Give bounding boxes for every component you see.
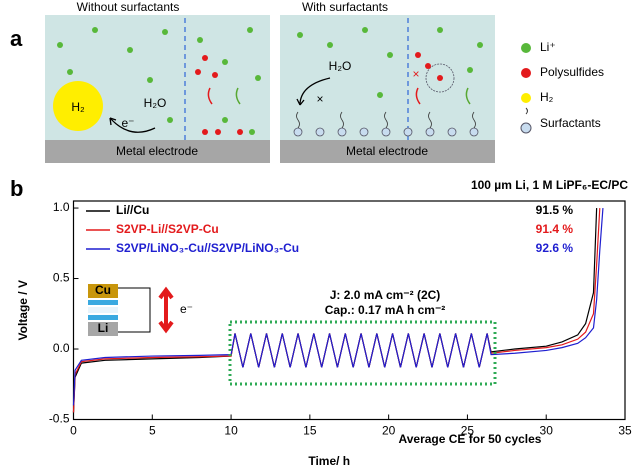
y-tick-label: 1.0 bbox=[53, 200, 70, 214]
left-cell: H₂ e⁻ H₂O Metal electrode bbox=[45, 15, 270, 163]
x-tick-label: 10 bbox=[224, 424, 238, 438]
micelle-core bbox=[437, 75, 443, 81]
x-tick-label: 30 bbox=[540, 424, 554, 438]
h2-bubble bbox=[53, 81, 103, 131]
legend-label: S2VP-Li//S2VP-Cu bbox=[116, 222, 219, 236]
label: Cu bbox=[95, 283, 111, 297]
label: Metal electrode bbox=[116, 144, 198, 158]
legend-label: Polysulfides bbox=[540, 65, 604, 79]
inset-cell: Cu Li e⁻ bbox=[88, 283, 193, 336]
label: e⁻ bbox=[180, 302, 193, 316]
surfactant-layer bbox=[293, 127, 479, 137]
double-arrow bbox=[158, 286, 174, 334]
layer bbox=[88, 300, 118, 305]
legend-swatch bbox=[521, 43, 531, 53]
x-tick-label: 20 bbox=[382, 424, 396, 438]
polysulfides bbox=[415, 52, 431, 69]
micelle bbox=[425, 63, 455, 93]
cross: × bbox=[412, 67, 419, 81]
arrowhead bbox=[296, 98, 305, 106]
panel-title: With surfactants bbox=[302, 0, 388, 14]
y-tick-label: 0.0 bbox=[53, 341, 70, 355]
highlight-box bbox=[228, 320, 497, 386]
arrow bbox=[109, 117, 156, 133]
arrow bbox=[207, 87, 213, 105]
legend-label: Li//Cu bbox=[116, 203, 149, 217]
cu-layer bbox=[88, 284, 118, 298]
layer bbox=[88, 315, 118, 320]
annotation: 100 µm Li, 1 M LiPF₆-EC/PC bbox=[471, 178, 628, 192]
label: Metal electrode bbox=[346, 144, 428, 158]
ce-label: 91.4 % bbox=[536, 222, 574, 236]
legend-swatch bbox=[521, 93, 531, 103]
ce-label: 92.6 % bbox=[536, 241, 574, 255]
li-ions bbox=[57, 27, 261, 135]
annotation: Cap.: 0.17 mA h cm⁻² bbox=[325, 303, 446, 317]
legend-label: H₂ bbox=[540, 90, 554, 104]
y-axis-label: Voltage / V bbox=[16, 280, 30, 340]
legend-label: S2VP/LiNO₃-Cu//S2VP/LiNO₃-Cu bbox=[116, 241, 299, 255]
cross: × bbox=[316, 92, 323, 106]
plot-frame bbox=[72, 200, 626, 421]
annotation: J: 2.0 mA cm⁻² (2C) bbox=[330, 288, 441, 302]
polysulfides bbox=[195, 55, 243, 135]
surfactant-tails bbox=[296, 111, 476, 129]
x-tick-label: 5 bbox=[149, 424, 156, 438]
x-tick-label: 15 bbox=[303, 424, 317, 438]
li-layer bbox=[88, 322, 118, 336]
label: H₂O bbox=[144, 96, 167, 110]
arrowhead bbox=[109, 117, 117, 126]
series-line bbox=[72, 208, 604, 406]
schematic-legend: Li⁺ Polysulfides H₂ Surfactants bbox=[520, 40, 604, 134]
arrow bbox=[465, 87, 471, 105]
electrolyte bbox=[280, 15, 495, 140]
electrode bbox=[280, 140, 495, 163]
x-axis-label: Time/ h bbox=[308, 454, 350, 468]
x-tick-label: 35 bbox=[618, 424, 632, 438]
label: e⁻ bbox=[121, 116, 134, 130]
panel-title: Without surfactants bbox=[77, 0, 180, 14]
legend-swatch bbox=[525, 107, 528, 115]
arrow bbox=[299, 77, 331, 106]
plot: 0 5 10 15 20 25 30 35 -0.5 0.0 0.5 1.0 Time/ h Voltag… bbox=[16, 200, 632, 468]
electrode bbox=[45, 140, 270, 163]
panel-label: a bbox=[10, 26, 23, 51]
y-tick-label: 0.5 bbox=[53, 271, 70, 285]
legend-swatch bbox=[520, 122, 532, 134]
caption: Average CE for 50 cycles bbox=[399, 432, 542, 446]
wire bbox=[118, 287, 151, 333]
ce-label: 91.5 % bbox=[536, 203, 574, 217]
legend-swatch bbox=[521, 68, 531, 78]
arrow bbox=[235, 87, 241, 105]
layer bbox=[88, 307, 118, 313]
right-cell: H₂O × × Metal electrode bbox=[280, 15, 495, 163]
label: Li bbox=[98, 321, 109, 335]
arrow bbox=[415, 87, 421, 105]
label: H₂ bbox=[71, 100, 85, 114]
legend-label: Surfactants bbox=[540, 116, 601, 130]
legend-label: Li⁺ bbox=[540, 40, 556, 54]
y-tick-label: -0.5 bbox=[49, 412, 70, 426]
panel-label: b bbox=[10, 176, 23, 201]
x-tick-label: 25 bbox=[461, 424, 475, 438]
label: H₂O bbox=[329, 59, 352, 73]
x-tick-label: 0 bbox=[70, 424, 77, 438]
li-ions bbox=[297, 27, 483, 98]
